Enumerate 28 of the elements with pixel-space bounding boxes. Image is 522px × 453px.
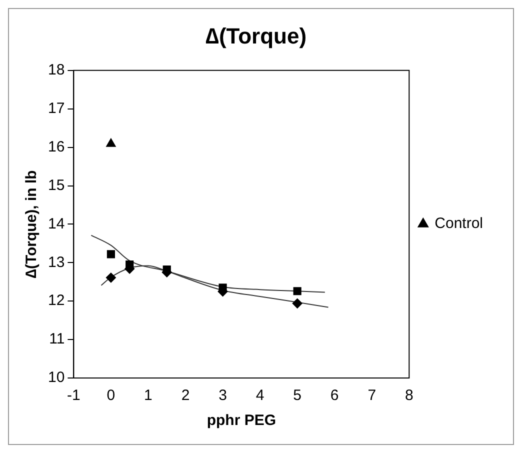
y-tick-label: 13	[48, 254, 65, 271]
y-axis-title: ∆(Torque), in lb	[23, 170, 40, 278]
x-tick-label: 0	[106, 387, 116, 404]
point	[106, 250, 115, 258]
x-tick-label: 2	[181, 387, 190, 404]
x-tick-label: 5	[293, 387, 302, 404]
y-tick-label: 14	[48, 215, 65, 232]
point	[293, 287, 302, 296]
x-tick-label: 3	[218, 387, 227, 404]
y-tick-label: 12	[48, 292, 65, 310]
y-tick-label: 16	[48, 138, 65, 156]
chart-title: ∆(Torque)	[205, 23, 307, 48]
x-axis-title: pphr PEG	[206, 412, 276, 430]
y-tick-label: 15	[48, 176, 65, 194]
x-tick-label: 4	[256, 387, 264, 404]
legend-label: Control	[434, 215, 484, 232]
x-tick-label: 6	[330, 387, 339, 404]
x-tick-label: -1	[67, 387, 80, 404]
y-tick-label: 18	[48, 62, 65, 79]
y-tick-label: 11	[49, 330, 65, 348]
point	[106, 272, 116, 283]
x-tick-label: 1	[144, 387, 152, 404]
x-tick-label: 7	[368, 387, 376, 404]
y-tick-label: 17	[48, 100, 65, 117]
x-tick-label: 8	[404, 387, 414, 404]
y-tick-label: 10	[48, 369, 65, 386]
point	[292, 298, 302, 308]
point	[106, 138, 116, 147]
